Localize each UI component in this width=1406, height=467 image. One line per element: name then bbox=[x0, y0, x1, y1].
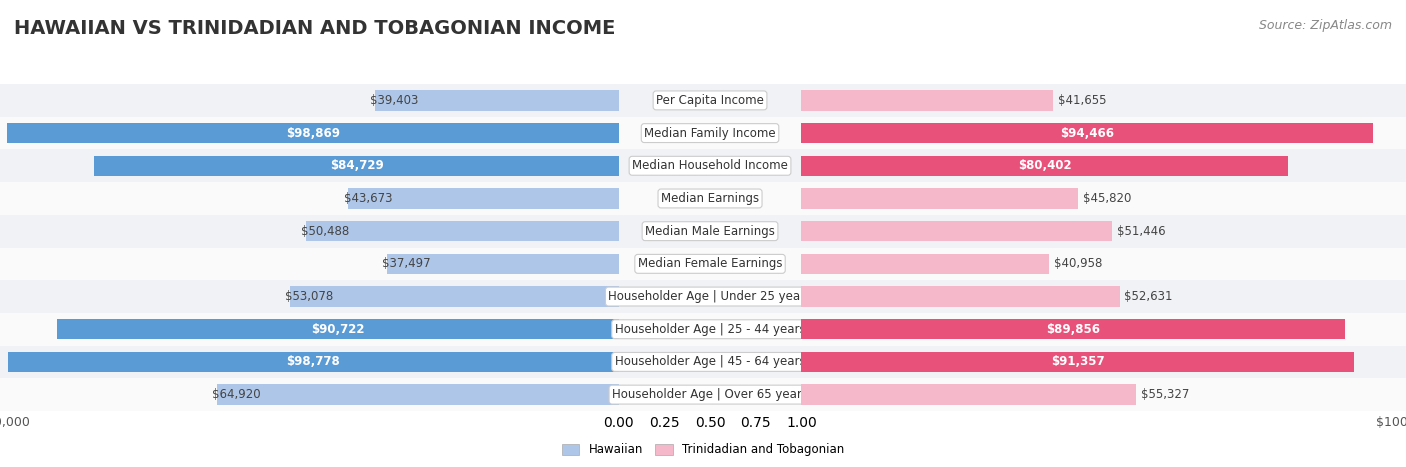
Bar bbox=[801, 319, 1344, 340]
Bar bbox=[0, 84, 619, 117]
Bar bbox=[801, 286, 1119, 307]
Text: Source: ZipAtlas.com: Source: ZipAtlas.com bbox=[1258, 19, 1392, 32]
Text: $94,466: $94,466 bbox=[1060, 127, 1114, 140]
Text: Median Earnings: Median Earnings bbox=[661, 192, 759, 205]
Bar bbox=[0, 149, 619, 182]
Bar bbox=[7, 123, 619, 143]
Bar bbox=[619, 280, 801, 313]
Bar bbox=[0, 248, 619, 280]
Bar bbox=[94, 156, 619, 176]
Bar bbox=[349, 188, 619, 209]
Bar bbox=[0, 117, 619, 149]
Bar bbox=[307, 221, 619, 241]
Bar bbox=[801, 123, 1372, 143]
Bar bbox=[619, 346, 801, 378]
Text: Per Capita Income: Per Capita Income bbox=[657, 94, 763, 107]
Text: $91,357: $91,357 bbox=[1050, 355, 1104, 368]
Text: $98,778: $98,778 bbox=[287, 355, 340, 368]
Bar bbox=[801, 280, 1406, 313]
Text: Median Family Income: Median Family Income bbox=[644, 127, 776, 140]
Bar bbox=[0, 215, 619, 248]
Text: Householder Age | 25 - 44 years: Householder Age | 25 - 44 years bbox=[614, 323, 806, 336]
Legend: Hawaiian, Trinidadian and Tobagonian: Hawaiian, Trinidadian and Tobagonian bbox=[557, 439, 849, 461]
Text: $45,820: $45,820 bbox=[1083, 192, 1132, 205]
Bar bbox=[619, 117, 801, 149]
Bar bbox=[801, 221, 1112, 241]
Text: $55,327: $55,327 bbox=[1140, 388, 1189, 401]
Text: $39,403: $39,403 bbox=[370, 94, 419, 107]
Bar bbox=[619, 182, 801, 215]
Bar bbox=[619, 149, 801, 182]
Bar bbox=[619, 248, 801, 280]
Text: $40,958: $40,958 bbox=[1054, 257, 1102, 270]
Bar bbox=[801, 117, 1406, 149]
Bar bbox=[801, 188, 1078, 209]
Bar bbox=[801, 378, 1406, 411]
Bar bbox=[619, 215, 801, 248]
Bar bbox=[375, 90, 619, 111]
Text: $51,446: $51,446 bbox=[1118, 225, 1166, 238]
Text: $90,722: $90,722 bbox=[311, 323, 364, 336]
Text: $98,869: $98,869 bbox=[285, 127, 340, 140]
Text: Median Female Earnings: Median Female Earnings bbox=[638, 257, 782, 270]
Bar bbox=[801, 313, 1406, 346]
Bar bbox=[0, 346, 619, 378]
Text: $37,497: $37,497 bbox=[381, 257, 430, 270]
Text: $64,920: $64,920 bbox=[212, 388, 260, 401]
Bar bbox=[801, 384, 1136, 405]
Bar bbox=[801, 248, 1406, 280]
Bar bbox=[801, 254, 1049, 274]
Bar bbox=[0, 280, 619, 313]
Text: Median Male Earnings: Median Male Earnings bbox=[645, 225, 775, 238]
Bar bbox=[7, 352, 619, 372]
Text: $89,856: $89,856 bbox=[1046, 323, 1099, 336]
Text: Householder Age | Under 25 years: Householder Age | Under 25 years bbox=[609, 290, 811, 303]
Text: $52,631: $52,631 bbox=[1125, 290, 1173, 303]
Text: Householder Age | 45 - 64 years: Householder Age | 45 - 64 years bbox=[614, 355, 806, 368]
Bar bbox=[0, 182, 619, 215]
Bar bbox=[801, 346, 1406, 378]
Text: $84,729: $84,729 bbox=[329, 159, 384, 172]
Bar bbox=[801, 352, 1354, 372]
Bar bbox=[801, 215, 1406, 248]
Bar bbox=[619, 313, 801, 346]
Bar bbox=[58, 319, 619, 340]
Bar bbox=[619, 84, 801, 117]
Text: Median Household Income: Median Household Income bbox=[633, 159, 787, 172]
Bar bbox=[0, 313, 619, 346]
Text: Householder Age | Over 65 years: Householder Age | Over 65 years bbox=[612, 388, 808, 401]
Bar bbox=[619, 378, 801, 411]
Text: $41,655: $41,655 bbox=[1059, 94, 1107, 107]
Text: $43,673: $43,673 bbox=[343, 192, 392, 205]
Bar bbox=[387, 254, 619, 274]
Bar bbox=[290, 286, 619, 307]
Bar bbox=[801, 90, 1053, 111]
Bar bbox=[217, 384, 619, 405]
Text: $50,488: $50,488 bbox=[301, 225, 350, 238]
Text: HAWAIIAN VS TRINIDADIAN AND TOBAGONIAN INCOME: HAWAIIAN VS TRINIDADIAN AND TOBAGONIAN I… bbox=[14, 19, 616, 38]
Text: $80,402: $80,402 bbox=[1018, 159, 1071, 172]
Text: $53,078: $53,078 bbox=[285, 290, 333, 303]
Bar bbox=[801, 84, 1406, 117]
Bar bbox=[0, 378, 619, 411]
Bar bbox=[801, 156, 1288, 176]
Bar bbox=[801, 149, 1406, 182]
Bar bbox=[801, 182, 1406, 215]
